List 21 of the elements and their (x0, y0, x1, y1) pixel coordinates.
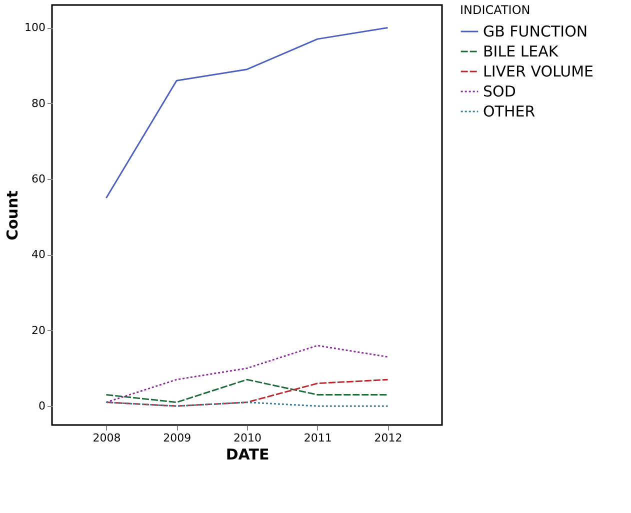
x-tick-label: 2011 (304, 432, 332, 444)
y-tick-label: 0 (38, 400, 46, 413)
legend-label: LIVER VOLUME (483, 62, 594, 80)
legend-label: GB FUNCTION (483, 22, 588, 40)
y-axis-title: Count (4, 190, 22, 240)
line-series (105, 26, 389, 199)
x-axis-title: DATE (226, 446, 270, 464)
legend-label: BILE LEAK (483, 42, 560, 60)
x-tick-label: 2009 (163, 432, 192, 444)
y-tick-label: 100 (24, 21, 46, 34)
y-tick-label: 60 (32, 172, 46, 186)
y-tick-label: 40 (32, 248, 46, 262)
legend-label: SOD (483, 82, 516, 100)
y-tick-label: 20 (32, 324, 46, 337)
x-tick-label: 2008 (92, 432, 121, 444)
x-tick-label: 2010 (234, 432, 262, 444)
y-tick-label: 80 (32, 96, 46, 110)
x-tick-label: 2012 (374, 432, 402, 444)
legend-title: INDICATION (460, 3, 530, 17)
legend-label: OTHER (483, 102, 536, 120)
line-series (105, 344, 389, 404)
